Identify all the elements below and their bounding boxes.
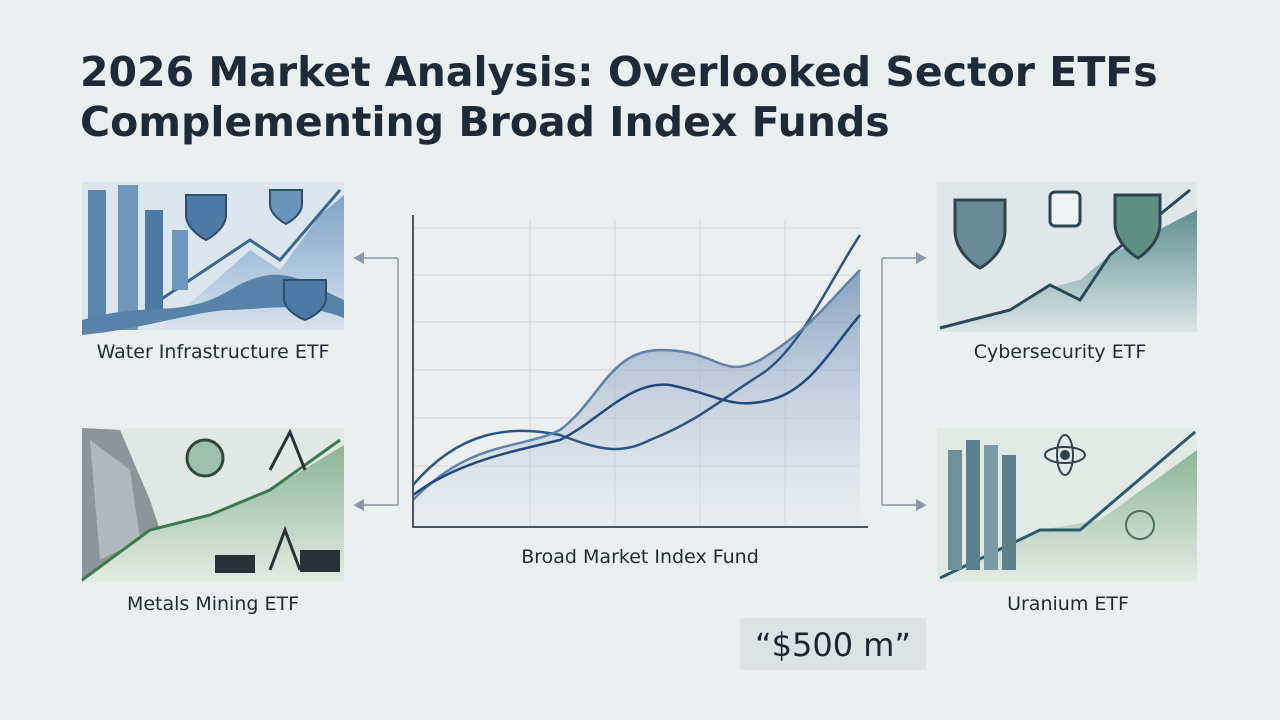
panel-label: Uranium ETF — [1007, 593, 1129, 615]
mining-illustration — [81, 428, 344, 582]
title: Complementing Broad Index Funds — [80, 98, 890, 146]
uranium-illustration — [937, 428, 1197, 582]
connectors — [353, 252, 927, 511]
cyber-illustration — [937, 182, 1197, 332]
index-chart-illustration — [412, 215, 868, 528]
callout-box — [740, 618, 926, 670]
water-illustration — [82, 182, 344, 335]
panel-label: Cybersecurity ETF — [974, 341, 1147, 363]
center-label: Broad Market Index Fund — [521, 546, 759, 568]
title: 2026 Market Analysis: Overlooked Sector … — [80, 48, 1158, 96]
panel-label: Metals Mining ETF — [127, 593, 299, 615]
callout: “$500 m” — [755, 626, 911, 664]
panel-label: Water Infrastructure ETF — [97, 341, 330, 363]
